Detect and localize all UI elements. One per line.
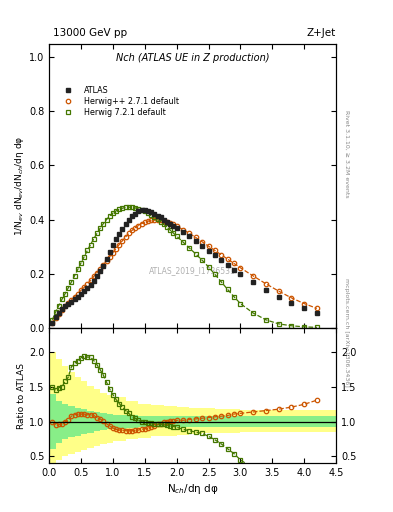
Text: Rivet 3.1.10, ≥ 3.2M events: Rivet 3.1.10, ≥ 3.2M events: [344, 110, 349, 198]
Herwig++ 2.7.1 default: [114, 245, 118, 251]
ATLAS: [152, 210, 157, 217]
Text: 13000 GeV pp: 13000 GeV pp: [53, 28, 127, 38]
Herwig 7.2.1 default: [152, 214, 157, 220]
Y-axis label: 1/N$_{ev}$ dN$_{ev}$/dN$_{ch}$/dη dφ: 1/N$_{ev}$ dN$_{ev}$/dN$_{ch}$/dη dφ: [13, 136, 26, 236]
Herwig 7.2.1 default: [200, 257, 204, 263]
Herwig++ 2.7.1 default: [168, 220, 173, 226]
ATLAS: [162, 217, 166, 223]
Herwig 7.2.1 default: [114, 208, 118, 214]
Herwig 7.2.1 default: [50, 317, 55, 323]
Herwig++ 2.7.1 default: [152, 217, 157, 223]
X-axis label: N$_{ch}$/dη dφ: N$_{ch}$/dη dφ: [167, 482, 219, 497]
Line: Herwig 7.2.1 default: Herwig 7.2.1 default: [50, 205, 319, 330]
ATLAS: [200, 243, 204, 249]
Y-axis label: Ratio to ATLAS: Ratio to ATLAS: [17, 362, 26, 429]
Herwig++ 2.7.1 default: [50, 319, 55, 326]
ATLAS: [53, 314, 58, 320]
ATLAS: [50, 319, 55, 326]
Text: Nch (ATLAS UE in Z production): Nch (ATLAS UE in Z production): [116, 53, 269, 63]
Herwig 7.2.1 default: [162, 221, 166, 227]
ATLAS: [168, 221, 173, 227]
ATLAS: [314, 310, 319, 316]
Herwig 7.2.1 default: [53, 309, 58, 315]
Herwig++ 2.7.1 default: [149, 217, 154, 223]
Text: Z+Jet: Z+Jet: [307, 28, 336, 38]
Herwig++ 2.7.1 default: [314, 305, 319, 311]
Herwig++ 2.7.1 default: [53, 314, 58, 321]
Herwig 7.2.1 default: [314, 324, 319, 330]
ATLAS: [139, 207, 144, 213]
Herwig 7.2.1 default: [168, 227, 173, 233]
Legend: ATLAS, Herwig++ 2.7.1 default, Herwig 7.2.1 default: ATLAS, Herwig++ 2.7.1 default, Herwig 7.…: [56, 84, 181, 119]
Text: ATLAS_2019_I1736531: ATLAS_2019_I1736531: [149, 267, 236, 275]
Herwig 7.2.1 default: [127, 204, 131, 210]
ATLAS: [114, 236, 118, 242]
Text: mcplots.cern.ch [arXiv:1306.3436]: mcplots.cern.ch [arXiv:1306.3436]: [344, 279, 349, 387]
Line: Herwig++ 2.7.1 default: Herwig++ 2.7.1 default: [50, 218, 319, 325]
Herwig++ 2.7.1 default: [200, 239, 204, 245]
Herwig++ 2.7.1 default: [162, 218, 166, 224]
Line: ATLAS: ATLAS: [50, 208, 319, 325]
